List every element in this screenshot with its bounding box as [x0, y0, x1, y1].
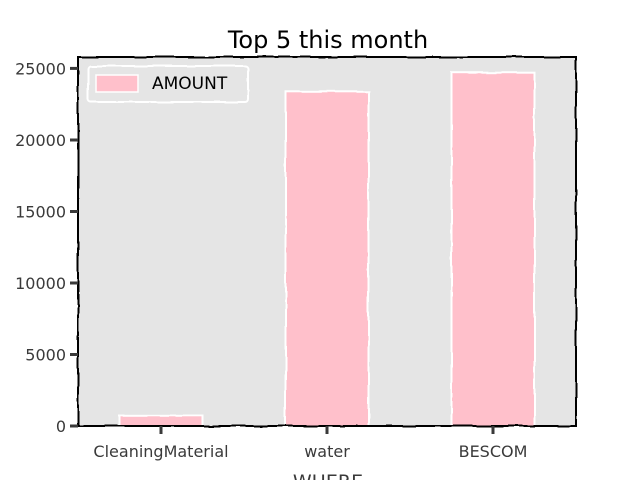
- x-axis-label: WHERE: [293, 471, 363, 480]
- bar-bescom: [450, 71, 536, 427]
- x-tick-label: water: [304, 442, 350, 461]
- legend-swatch: [95, 74, 139, 93]
- legend: AMOUNT: [87, 65, 249, 103]
- bar-cleaningmaterial: [118, 414, 204, 427]
- legend-label: AMOUNT: [152, 74, 228, 94]
- y-tick-label: 10000: [15, 274, 66, 293]
- x-tick-label: BESCOM: [459, 442, 528, 461]
- y-tick-label: 5000: [25, 346, 66, 365]
- chart-title: Top 5 this month: [227, 26, 428, 54]
- x-tick-label: CleaningMaterial: [93, 442, 228, 461]
- y-tick-label: 25000: [15, 59, 66, 78]
- bar-water: [284, 90, 370, 428]
- y-tick-label: 20000: [15, 131, 66, 150]
- y-tick-label: 15000: [15, 203, 66, 222]
- y-tick-label: 0: [56, 417, 66, 436]
